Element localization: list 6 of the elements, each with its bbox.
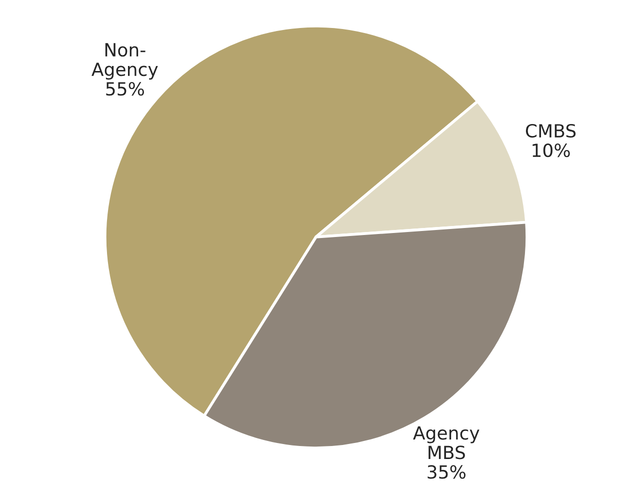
data-label: 10% (532, 143, 570, 158)
slice-label: CMBS (526, 124, 576, 138)
slice-label: Non-Agency (92, 43, 158, 80)
data-label: 55% (106, 82, 144, 96)
slice-label: Agency MBS (413, 426, 480, 460)
data-label: 35% (428, 465, 466, 479)
